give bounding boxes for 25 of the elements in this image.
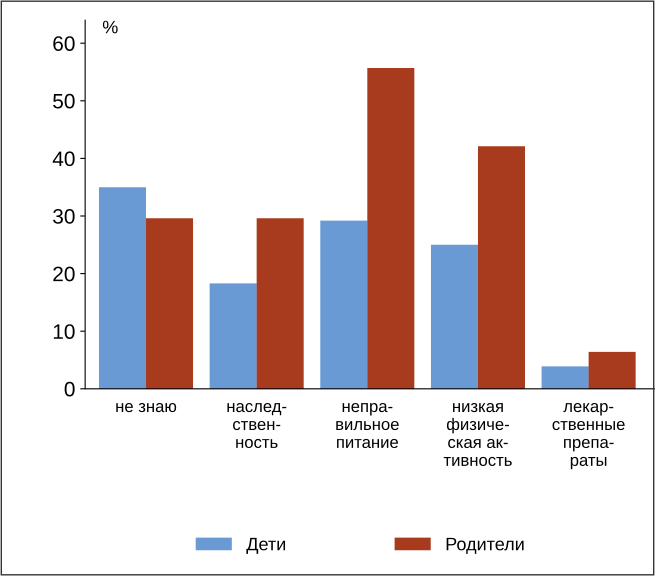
y-tick-label: 50 [53, 94, 75, 109]
y-tick-label: 40 [52, 151, 75, 166]
y-tick-label: 30 [53, 209, 75, 224]
x-tick-label: лекар- ственные препа- раты [552, 403, 625, 470]
x-tick-label: непра- вильное питание [336, 403, 399, 448]
y-axis-title: % [102, 20, 118, 34]
x-tick-label: наслед- ствен- ность [227, 403, 286, 448]
bar [478, 146, 525, 389]
y-tick-label: 60 [53, 36, 75, 51]
bar [98, 187, 146, 389]
bar [542, 366, 589, 389]
bar [320, 220, 368, 389]
legend-label: Родители [446, 538, 524, 554]
y-tick-label: 20 [53, 266, 75, 282]
bar [210, 283, 257, 389]
bar [430, 244, 478, 389]
y-tick-label: 0 [64, 382, 75, 397]
bar [588, 352, 636, 389]
x-tick-label: не знаю [116, 403, 176, 412]
y-tick-label: 10 [54, 324, 75, 339]
bar [146, 218, 194, 389]
x-tick-label: низкая физиче- ская ак- тивность [444, 403, 512, 466]
bar [367, 68, 414, 389]
bar [256, 218, 304, 389]
legend-label: Дети [246, 538, 286, 554]
